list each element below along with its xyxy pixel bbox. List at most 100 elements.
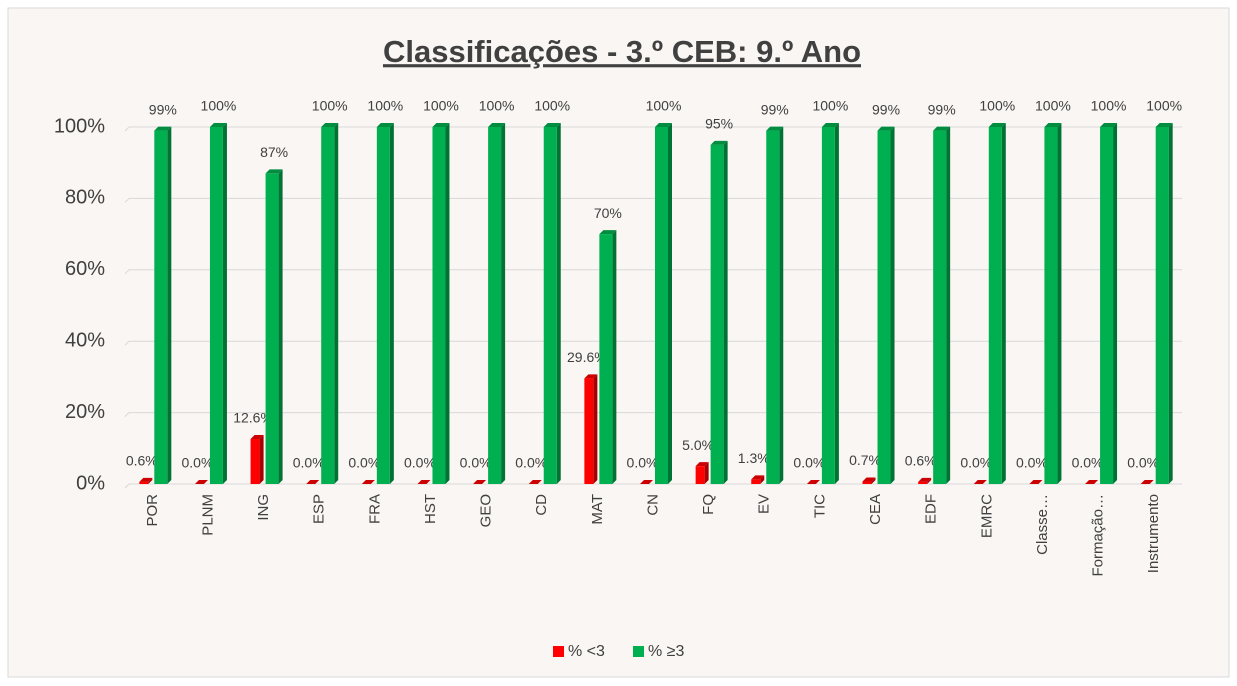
bar-top [988, 123, 1006, 127]
data-label: 100% [201, 98, 237, 114]
data-label: 0.0% [181, 455, 213, 471]
bar [209, 127, 223, 484]
x-tick-label: EV [756, 494, 773, 514]
bar [751, 479, 761, 484]
bar [599, 234, 613, 484]
data-label: 100% [1146, 98, 1182, 114]
bar-top [488, 123, 506, 127]
bar [543, 127, 557, 484]
bar-side [148, 477, 153, 484]
data-label: 100% [1091, 98, 1127, 114]
bar-top [139, 477, 153, 482]
bar-side [668, 123, 672, 484]
data-label: 100% [812, 98, 848, 114]
legend-swatch [553, 646, 564, 657]
data-label: 0.0% [627, 455, 659, 471]
y-tick-label: 20% [65, 401, 105, 423]
x-tick-label: GEO [478, 494, 495, 527]
bar-side [593, 374, 598, 484]
bar-top [473, 480, 487, 484]
data-label: 1.3% [738, 450, 770, 466]
bar-top [695, 462, 709, 467]
data-label: 100% [367, 98, 403, 114]
bar-top [250, 435, 264, 440]
bar-top [877, 126, 895, 131]
bar-top [209, 123, 227, 127]
bar [1044, 127, 1058, 484]
bar-top [655, 123, 672, 127]
data-label: 0.6% [126, 453, 158, 469]
data-label: 95% [705, 116, 733, 132]
data-label: 0.7% [849, 452, 881, 468]
bar [1100, 127, 1114, 484]
bar-top [1140, 480, 1154, 484]
bar-top [1155, 123, 1173, 127]
bar-side [1113, 123, 1118, 484]
bar-side [890, 126, 895, 484]
data-label: 12.6% [233, 410, 273, 426]
bar [432, 127, 446, 484]
bar [584, 378, 594, 484]
data-label: 99% [928, 101, 956, 117]
data-label: 100% [646, 98, 682, 114]
bar-side [834, 123, 839, 484]
bar-top [528, 480, 542, 484]
bar [918, 481, 928, 484]
x-tick-label: ING [255, 494, 272, 521]
bar [321, 127, 335, 484]
bar-side [779, 126, 784, 484]
x-tick-label: Formação… [1090, 494, 1107, 577]
legend-label: % <3 [568, 643, 605, 660]
data-label: 0.0% [960, 455, 992, 471]
bar-side [946, 126, 951, 484]
bar-top [1044, 123, 1062, 127]
legend-label: % ≥3 [648, 643, 684, 660]
y-tick-label: 0% [76, 472, 105, 494]
legend-swatch [633, 646, 644, 657]
bar-side [278, 169, 283, 484]
bar-top [751, 475, 765, 480]
bar-top [154, 126, 172, 131]
bar [655, 127, 668, 484]
chart-title: Classificações - 3.º CEB: 9.º Ano [383, 34, 861, 69]
x-tick-label: CEA [867, 494, 884, 525]
bar-side [1057, 123, 1062, 484]
data-label: 0.0% [460, 455, 492, 471]
data-label: 0.0% [293, 455, 325, 471]
bar-top [933, 126, 951, 131]
bar [862, 481, 872, 484]
bar-top [1085, 480, 1099, 484]
bar-side [723, 140, 728, 484]
bar [821, 127, 835, 484]
x-tick-label: POR [144, 494, 161, 527]
bar-top [321, 123, 339, 127]
x-tick-label: EMRC [978, 494, 995, 538]
bar-top [599, 230, 617, 235]
bar [1155, 127, 1169, 484]
bar [766, 130, 780, 484]
bar [933, 130, 947, 484]
y-tick-label: 60% [65, 258, 105, 280]
data-label: 99% [149, 101, 177, 117]
bar [139, 481, 149, 484]
bar-side [927, 477, 932, 484]
data-label: 0.0% [1072, 455, 1104, 471]
x-tick-label: Instrumento [1145, 494, 1162, 573]
bar [154, 130, 168, 484]
bar-side [871, 477, 876, 484]
bar-top [376, 123, 394, 127]
x-tick-label: FRA [366, 494, 383, 524]
bar-top [361, 480, 375, 484]
data-label: 5.0% [682, 437, 714, 453]
x-tick-label: PLNM [199, 494, 216, 536]
bar-top [543, 123, 561, 127]
bar [376, 127, 390, 484]
data-label: 0.0% [793, 455, 825, 471]
data-label: 100% [534, 98, 570, 114]
data-label: 99% [872, 101, 900, 117]
bar-top [584, 374, 598, 379]
data-label: 100% [312, 98, 348, 114]
bar-side [389, 123, 394, 484]
bar [988, 127, 1002, 484]
